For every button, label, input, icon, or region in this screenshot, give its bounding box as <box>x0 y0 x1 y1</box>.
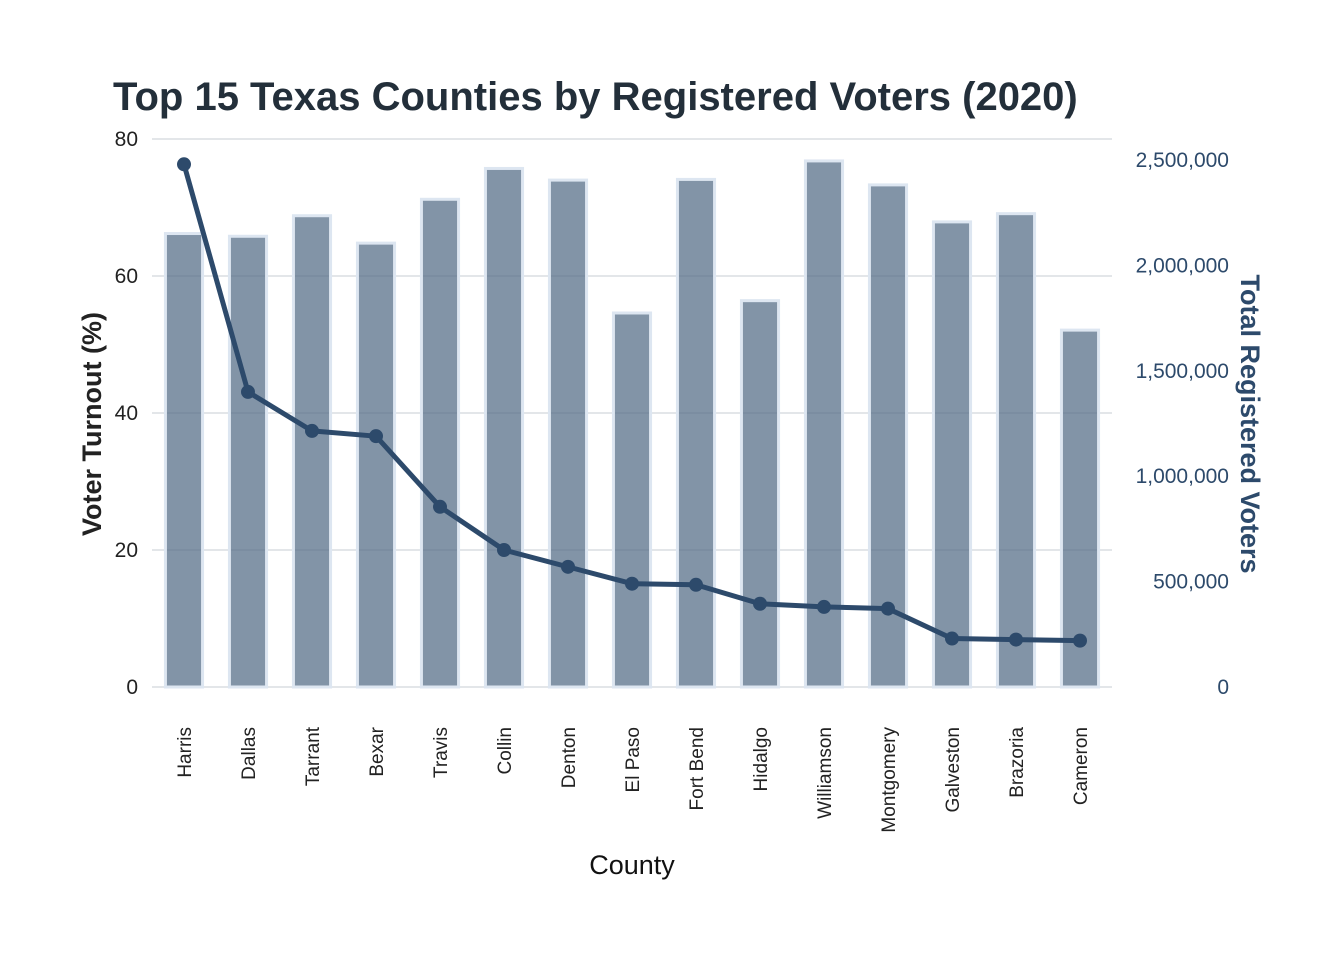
x-axis-label: County <box>589 850 675 880</box>
bar-williamson <box>803 159 845 689</box>
point-brazoria <box>1009 632 1023 647</box>
y-tick-label-left: 20 <box>115 539 138 562</box>
bar-bexar <box>355 241 397 689</box>
bar-el-paso <box>611 311 653 689</box>
x-axis-ticks: Harris Dallas Tarrant Bexar Travis Collin Dent… <box>175 726 1092 832</box>
x-tick-label: Galveston <box>943 727 964 813</box>
bar-fort-bend <box>675 177 717 689</box>
x-tick-label: Travis <box>431 727 452 778</box>
point-montgomery <box>881 601 895 616</box>
bar-cameron <box>1059 328 1101 689</box>
x-tick-label: Hidalgo <box>751 727 772 791</box>
y-tick-label-right: 2,500,000 <box>1136 149 1229 172</box>
x-tick-label: Harris <box>175 727 196 778</box>
point-dallas <box>241 384 255 399</box>
point-cameron <box>1073 633 1087 648</box>
y-tick-label-right: 1,500,000 <box>1136 360 1229 383</box>
x-tick-label: Cameron <box>1071 727 1092 805</box>
x-tick-label: Denton <box>559 727 580 788</box>
point-williamson <box>817 599 831 614</box>
x-tick-label: El Paso <box>623 727 644 792</box>
bar-tarrant <box>291 214 333 689</box>
point-galveston <box>945 631 959 646</box>
y-tick-label-left: 60 <box>115 265 138 288</box>
y-axis-label-left: Voter Turnout (%) <box>77 312 107 536</box>
y-tick-label-right: 500,000 <box>1153 571 1229 594</box>
point-denton <box>561 559 575 574</box>
y-tick-label-left: 80 <box>115 128 138 151</box>
point-travis <box>433 499 447 514</box>
point-collin <box>497 543 511 557</box>
bar-denton <box>547 178 589 689</box>
bar-dallas <box>227 234 269 689</box>
bar-hidalgo <box>739 299 781 689</box>
y-tick-label-left: 0 <box>126 676 138 699</box>
x-tick-label: Brazoria <box>1007 727 1028 798</box>
x-tick-label: Fort Bend <box>687 727 708 810</box>
x-tick-label: Tarrant <box>303 726 324 786</box>
y-axis-label-right: Total Registered Voters <box>1235 274 1265 573</box>
x-tick-label: Collin <box>495 727 516 775</box>
bar-collin <box>483 166 525 689</box>
x-tick-label: Bexar <box>367 726 388 776</box>
y-tick-label-right: 1,000,000 <box>1136 465 1229 488</box>
chart-title: Top 15 Texas Counties by Registered Vote… <box>113 75 1078 119</box>
point-harris <box>177 157 191 172</box>
x-tick-label: Montgomery <box>879 727 900 833</box>
y-tick-label-right: 0 <box>1217 676 1229 699</box>
bar-travis <box>419 197 461 689</box>
right-axis-ticks: 0 500,000 1,000,000 1,500,000 2,000,000 2,500… <box>1136 149 1229 699</box>
x-tick-label: Dallas <box>239 727 260 780</box>
line-series <box>177 157 1087 648</box>
point-hidalgo <box>753 596 767 611</box>
y-tick-label-right: 2,000,000 <box>1136 254 1229 277</box>
bar-harris <box>163 232 205 689</box>
x-tick-label: Williamson <box>815 727 836 819</box>
point-el-paso <box>625 576 639 591</box>
bar-brazoria <box>995 212 1037 689</box>
y-tick-label-left: 40 <box>115 402 138 425</box>
bar-series <box>163 159 1101 689</box>
point-fort-bend <box>689 577 703 592</box>
point-bexar <box>369 429 383 444</box>
point-tarrant <box>305 423 319 438</box>
bar-galveston <box>931 220 973 689</box>
left-axis-ticks: 0 20 40 60 80 <box>115 128 138 699</box>
